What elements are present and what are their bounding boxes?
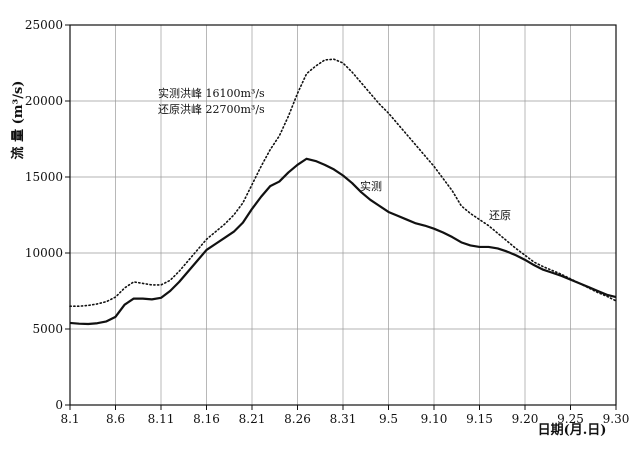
y-tick-label: 0 [55,398,63,412]
y-tick-label: 15000 [25,170,63,184]
y-tick-label: 20000 [25,94,63,108]
x-tick-label: 8.21 [239,412,266,426]
x-tick-label: 9.25 [557,412,584,426]
x-tick-label: 8.31 [330,412,357,426]
x-tick-label: 8.26 [284,412,311,426]
series-label-restored: 还原 [489,209,511,222]
series-line-measured [69,157,617,326]
x-tick-label: 9.5 [379,412,398,426]
x-tick-label: 8.1 [60,412,79,426]
x-tick-label: 9.30 [603,412,630,426]
x-axis-label: 日期(月.日) [538,423,607,438]
series-layer [69,58,617,326]
series-line-restored [69,58,617,307]
annotation-measured-peak: 实测洪峰 16100m³/s [158,86,265,100]
x-tick-label: 8.11 [148,412,175,426]
y-axis-label: 流 量 (m³/s) [10,81,26,160]
x-tick-label: 9.15 [466,412,493,426]
y-tick-label: 10000 [25,246,63,260]
y-tick-label: 25000 [25,18,63,32]
y-tick-label: 5000 [32,322,63,336]
x-tick-label: 9.10 [421,412,448,426]
x-axis-ticks: 8.1 8.6 8.11 8.16 8.21 8.26 8.31 9.5 9.10 9.15 9.2… [60,405,629,426]
grid-lines [70,25,616,405]
x-tick-label: 8.6 [106,412,125,426]
x-tick-label: 8.16 [193,412,220,426]
series-label-measured: 实测 [360,179,382,193]
x-tick-label: 9.20 [512,412,539,426]
y-axis-ticks: 0 5000 10000 15000 20000 25000 [25,18,70,412]
annotation-restored-peak: 还原洪峰 22700m³/s [158,102,265,116]
